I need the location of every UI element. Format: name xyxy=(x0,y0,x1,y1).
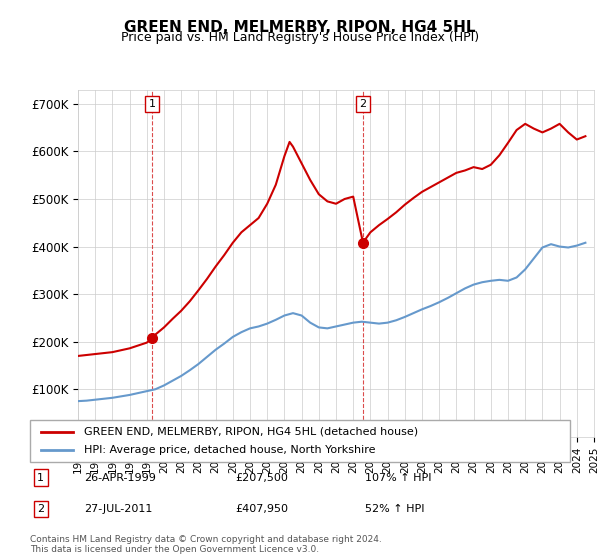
Text: HPI: Average price, detached house, North Yorkshire: HPI: Average price, detached house, Nort… xyxy=(84,445,376,455)
Text: 1: 1 xyxy=(37,473,44,483)
Text: £207,500: £207,500 xyxy=(235,473,288,483)
Text: 107% ↑ HPI: 107% ↑ HPI xyxy=(365,473,431,483)
Text: 2: 2 xyxy=(359,99,367,109)
Text: 1: 1 xyxy=(149,99,156,109)
Text: Contains HM Land Registry data © Crown copyright and database right 2024.
This d: Contains HM Land Registry data © Crown c… xyxy=(30,535,382,554)
Text: GREEN END, MELMERBY, RIPON, HG4 5HL (detached house): GREEN END, MELMERBY, RIPON, HG4 5HL (det… xyxy=(84,427,418,437)
Text: Price paid vs. HM Land Registry's House Price Index (HPI): Price paid vs. HM Land Registry's House … xyxy=(121,31,479,44)
Text: GREEN END, MELMERBY, RIPON, HG4 5HL: GREEN END, MELMERBY, RIPON, HG4 5HL xyxy=(124,20,476,35)
FancyBboxPatch shape xyxy=(30,420,570,462)
Text: 2: 2 xyxy=(37,504,44,514)
Text: 52% ↑ HPI: 52% ↑ HPI xyxy=(365,504,424,514)
Text: £407,950: £407,950 xyxy=(235,504,288,514)
Text: 26-APR-1999: 26-APR-1999 xyxy=(84,473,156,483)
Text: 27-JUL-2011: 27-JUL-2011 xyxy=(84,504,152,514)
